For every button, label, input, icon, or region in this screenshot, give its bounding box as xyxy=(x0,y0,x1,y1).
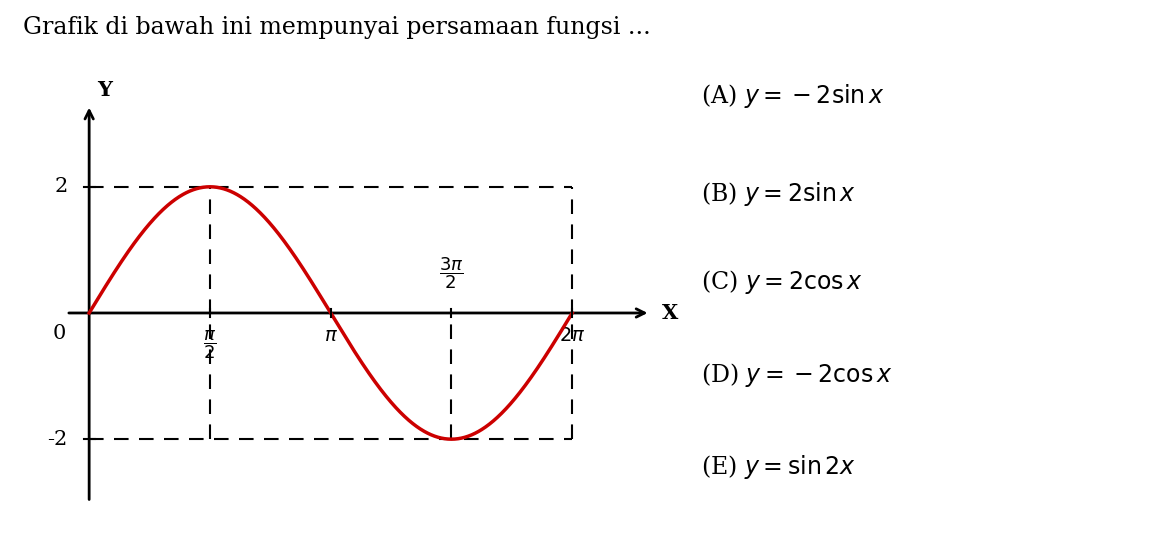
Text: 2: 2 xyxy=(55,177,68,196)
Text: (A) $y = -2\sin x$: (A) $y = -2\sin x$ xyxy=(701,82,884,111)
Text: $\dfrac{\pi}{2}$: $\dfrac{\pi}{2}$ xyxy=(203,329,216,362)
Text: 0: 0 xyxy=(53,324,67,343)
Text: -2: -2 xyxy=(48,430,68,449)
Text: $\dfrac{3\pi}{2}$: $\dfrac{3\pi}{2}$ xyxy=(439,255,464,291)
Text: (C) $y = 2\cos x$: (C) $y = 2\cos x$ xyxy=(701,268,863,296)
Text: $\pi$: $\pi$ xyxy=(324,327,338,345)
Text: $2\pi$: $2\pi$ xyxy=(559,327,585,345)
Text: (D) $y = -2\cos x$: (D) $y = -2\cos x$ xyxy=(701,360,892,389)
Text: Y: Y xyxy=(97,80,112,100)
Text: (B) $y = 2\sin x$: (B) $y = 2\sin x$ xyxy=(701,180,856,208)
Text: (E) $y = \sin 2x$: (E) $y = \sin 2x$ xyxy=(701,453,856,481)
Text: Grafik di bawah ini mempunyai persamaan fungsi ...: Grafik di bawah ini mempunyai persamaan … xyxy=(23,16,651,39)
Text: X: X xyxy=(662,303,679,323)
